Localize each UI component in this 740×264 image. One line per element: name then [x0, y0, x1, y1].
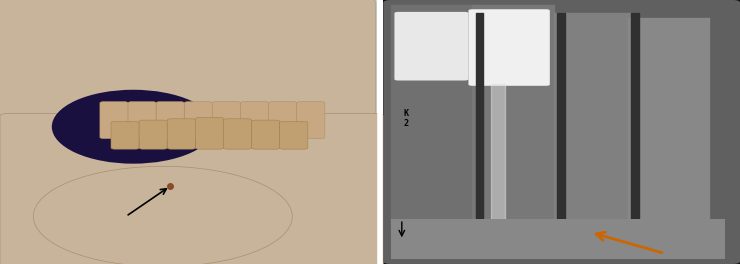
FancyBboxPatch shape — [394, 12, 468, 81]
FancyBboxPatch shape — [195, 117, 223, 149]
FancyBboxPatch shape — [0, 114, 383, 264]
Ellipse shape — [33, 166, 292, 264]
FancyBboxPatch shape — [139, 120, 167, 149]
FancyBboxPatch shape — [184, 102, 212, 139]
FancyBboxPatch shape — [128, 102, 156, 139]
FancyBboxPatch shape — [383, 0, 740, 264]
FancyBboxPatch shape — [280, 121, 308, 149]
FancyBboxPatch shape — [111, 121, 139, 149]
FancyBboxPatch shape — [269, 102, 297, 139]
FancyBboxPatch shape — [223, 119, 252, 149]
FancyBboxPatch shape — [167, 119, 195, 149]
FancyBboxPatch shape — [297, 102, 325, 139]
FancyBboxPatch shape — [240, 102, 269, 139]
FancyBboxPatch shape — [391, 219, 725, 259]
FancyBboxPatch shape — [252, 120, 280, 149]
FancyBboxPatch shape — [100, 102, 128, 139]
FancyBboxPatch shape — [0, 0, 376, 177]
FancyBboxPatch shape — [0, 0, 376, 264]
Ellipse shape — [52, 90, 215, 164]
FancyBboxPatch shape — [212, 102, 241, 139]
FancyBboxPatch shape — [383, 0, 740, 264]
FancyBboxPatch shape — [468, 9, 550, 86]
Text: K
2: K 2 — [403, 109, 408, 129]
FancyBboxPatch shape — [156, 102, 184, 139]
